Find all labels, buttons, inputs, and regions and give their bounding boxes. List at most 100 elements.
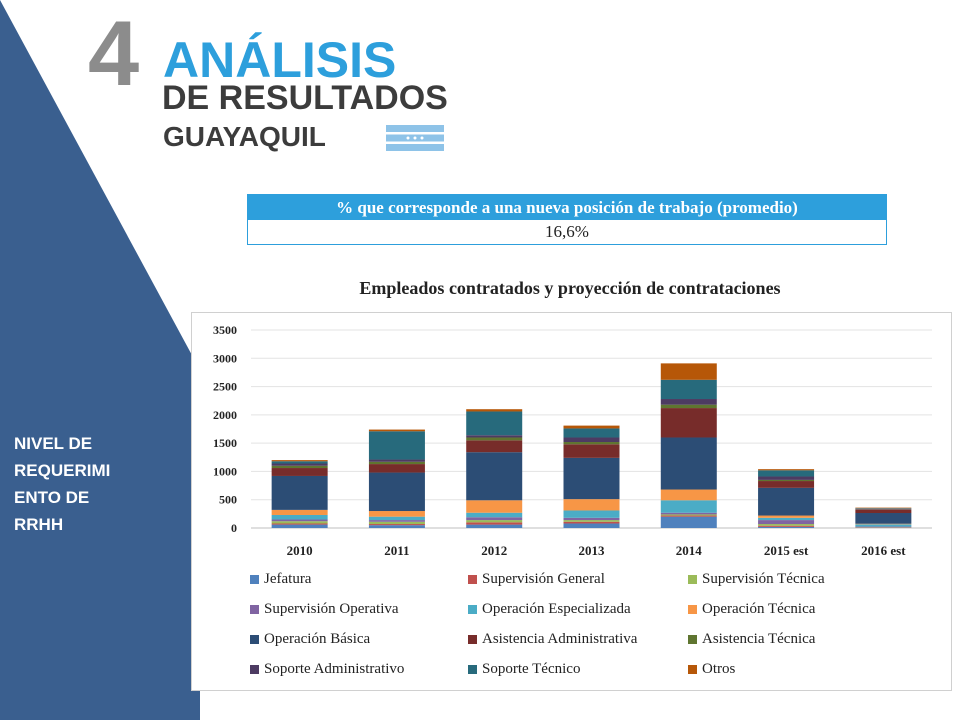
city-title: GUAYAQUIL bbox=[163, 121, 326, 152]
x-tick-label: 2016 est bbox=[861, 543, 906, 558]
bar-segment bbox=[271, 461, 328, 464]
legend-swatch bbox=[250, 635, 259, 644]
flag-icon bbox=[386, 125, 444, 151]
bar-segment bbox=[271, 523, 328, 525]
legend-label: Otros bbox=[702, 661, 736, 677]
bar-segment bbox=[368, 459, 425, 462]
y-tick-label: 2500 bbox=[213, 380, 237, 394]
legend-swatch bbox=[468, 635, 477, 644]
bar-segment bbox=[855, 524, 912, 527]
legend-item: Operación Básica bbox=[250, 631, 370, 648]
bar-segment bbox=[758, 517, 815, 521]
x-tick-label: 2014 bbox=[676, 543, 703, 558]
bar-segment bbox=[271, 460, 328, 462]
bar-segment bbox=[758, 515, 815, 518]
bar-segment bbox=[271, 468, 328, 476]
legend-item: Jefatura bbox=[250, 571, 311, 588]
bar-segment bbox=[758, 476, 815, 480]
y-tick-label: 3500 bbox=[213, 323, 237, 337]
x-tick-label: 2011 bbox=[384, 543, 409, 558]
bar-segment bbox=[563, 442, 620, 445]
bar-segment bbox=[466, 520, 523, 523]
bar-segment bbox=[758, 525, 815, 527]
bar-segment bbox=[855, 508, 912, 510]
bar-segment bbox=[660, 437, 717, 490]
x-tick-label: 2012 bbox=[481, 543, 507, 558]
bar-segment bbox=[758, 526, 815, 528]
bar-segment bbox=[368, 464, 425, 473]
bar-segment bbox=[855, 507, 912, 509]
bar-segment bbox=[660, 516, 717, 528]
page-title: ANÁLISIS bbox=[163, 32, 397, 88]
bar-segment bbox=[368, 511, 425, 517]
legend-item: Asistencia Técnica bbox=[688, 631, 815, 648]
legend-label: Soporte Administrativo bbox=[264, 661, 405, 677]
bar-segment bbox=[660, 512, 717, 515]
bar-segment bbox=[368, 429, 425, 432]
bar-segment bbox=[271, 519, 328, 522]
legend-label: Asistencia Administrativa bbox=[482, 631, 638, 647]
legend-swatch bbox=[688, 575, 697, 584]
kpi-header: % que corresponde a una nueva posición d… bbox=[248, 195, 886, 220]
section-number: 4 bbox=[88, 3, 140, 105]
bar-segment bbox=[563, 520, 620, 522]
bar-segment bbox=[563, 510, 620, 518]
x-tick-label: 2015 est bbox=[764, 543, 809, 558]
bar-segment bbox=[855, 509, 912, 514]
bar-segment bbox=[660, 489, 717, 501]
legend-item: Soporte Administrativo bbox=[250, 661, 404, 678]
y-tick-label: 3000 bbox=[213, 351, 237, 365]
legend-swatch bbox=[250, 605, 259, 614]
bar-segment bbox=[466, 522, 523, 525]
bar-segment bbox=[271, 465, 328, 469]
chart-title: Empleados contratados y proyección de co… bbox=[359, 278, 781, 298]
bar-segment bbox=[855, 513, 912, 524]
bar-segment bbox=[271, 475, 328, 510]
bar-segment bbox=[758, 481, 815, 488]
bar-segment bbox=[466, 437, 523, 441]
bar-segment bbox=[368, 525, 425, 528]
bar-segment bbox=[368, 431, 425, 460]
legend-item: Operación Técnica bbox=[688, 601, 815, 618]
y-tick-label: 1500 bbox=[213, 436, 237, 450]
bar-segment bbox=[660, 514, 717, 516]
bar-segment bbox=[660, 515, 717, 517]
bar-segment bbox=[660, 408, 717, 438]
bar-segment bbox=[368, 521, 425, 525]
bar-segment bbox=[758, 520, 815, 525]
legend-item: Supervisión Técnica bbox=[688, 571, 825, 588]
y-tick-label: 0 bbox=[231, 521, 237, 535]
bar-segment bbox=[466, 512, 523, 518]
bar-segment bbox=[466, 411, 523, 436]
x-tick-label: 2010 bbox=[287, 543, 313, 558]
legend-label: Supervisión Operativa bbox=[264, 601, 399, 617]
kpi-table: % que corresponde a una nueva posición d… bbox=[247, 194, 887, 245]
legend-swatch bbox=[688, 605, 697, 614]
bar-segment bbox=[271, 524, 328, 528]
legend-label: Operación Básica bbox=[264, 631, 371, 647]
bar-segment bbox=[271, 509, 328, 515]
bar-segment bbox=[563, 521, 620, 524]
chart-area: 0 500 1000 1500 2000 2500 3000 3500 2010 2011 2012… bbox=[191, 312, 952, 691]
bar-segment bbox=[466, 524, 523, 528]
bar-segment bbox=[563, 444, 620, 458]
bar-segment bbox=[466, 500, 523, 513]
bar-segment bbox=[855, 523, 912, 525]
bar-segment bbox=[758, 469, 815, 471]
legend-item: Supervisión Operativa bbox=[250, 601, 399, 618]
bar-segment bbox=[660, 500, 717, 513]
bar-segment bbox=[563, 425, 620, 429]
legend-label: Supervisión General bbox=[482, 571, 605, 587]
bar-segment bbox=[271, 521, 328, 524]
bar-segment bbox=[563, 437, 620, 443]
bar-segment bbox=[368, 520, 425, 522]
bar-segment bbox=[368, 472, 425, 512]
bar-segment bbox=[368, 516, 425, 521]
bar-segment bbox=[563, 517, 620, 521]
bar-segment bbox=[563, 523, 620, 528]
bar-segment bbox=[758, 487, 815, 516]
legend-swatch bbox=[250, 575, 259, 584]
bar-segment bbox=[466, 452, 523, 501]
legend-label: Operación Técnica bbox=[702, 601, 816, 617]
bar-segment bbox=[855, 526, 912, 528]
